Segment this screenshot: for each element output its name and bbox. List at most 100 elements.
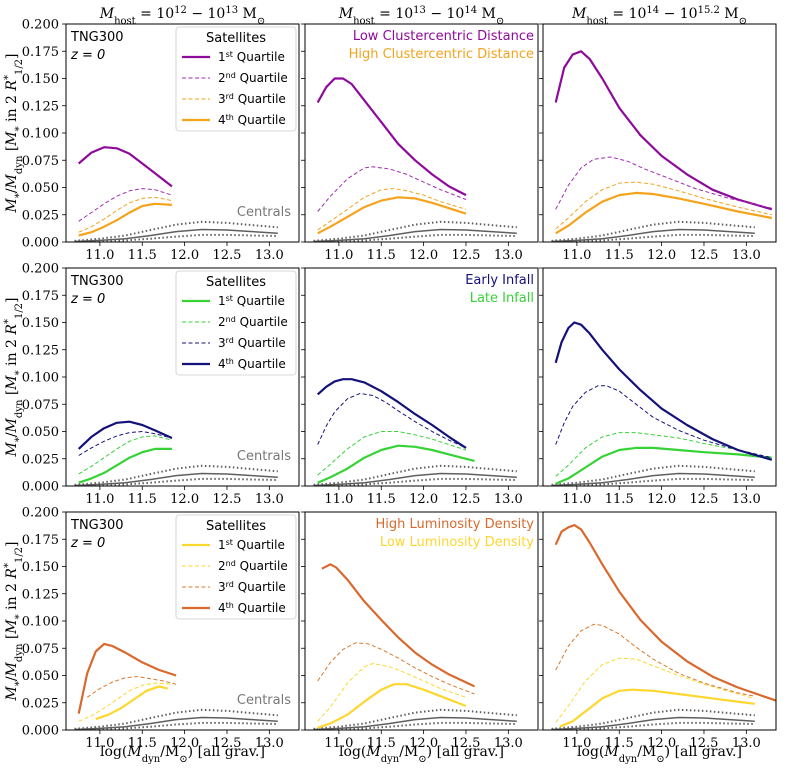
series-line <box>78 447 172 484</box>
x-tick-label: 12.5 <box>452 492 481 507</box>
series-line <box>316 77 467 197</box>
annotation-label: High Luminosity Density <box>376 517 535 532</box>
simulation-label: TNG300 <box>70 30 124 45</box>
panel-frame <box>542 511 777 731</box>
series-line <box>555 181 772 230</box>
annotation-label: Low Luminosity Density <box>380 535 534 550</box>
x-tick-label: 13.0 <box>732 492 761 507</box>
x-tick-label: 12.5 <box>213 736 242 751</box>
panel-frame <box>65 511 300 731</box>
y-tick-label: 0.100 <box>22 127 59 142</box>
y-tick-label: 0.200 <box>22 262 59 277</box>
panel-frame <box>65 23 300 243</box>
centrals-median-line <box>551 472 755 486</box>
x-axis-label: log(Mdyn/M⊙) [all grav.] <box>577 744 742 765</box>
centrals-median-line <box>74 472 278 486</box>
series-line <box>77 420 173 450</box>
x-tick-label: 11.0 <box>85 736 114 751</box>
y-tick-label: 0.125 <box>22 99 59 114</box>
x-tick-label: 12.0 <box>409 492 438 507</box>
annotation-label: Early Infall <box>465 273 534 288</box>
y-tick-label: 0.200 <box>22 18 59 33</box>
series-line <box>317 431 467 476</box>
x-tick-label: 12.5 <box>690 492 719 507</box>
y-tick-label: 0.175 <box>22 533 59 548</box>
x-tick-label: 13.0 <box>255 492 284 507</box>
series-group <box>551 321 773 486</box>
y-axis-label: M*/Mdyn [M* in 2 R*1/2] <box>3 53 25 213</box>
legend-label: 3rd Quartile <box>218 580 286 595</box>
x-tick-label: 13.0 <box>494 492 523 507</box>
legend-label: 4th Quartile <box>218 601 286 616</box>
legend-label: 3rd Quartile <box>218 336 286 351</box>
legend-box <box>175 514 297 620</box>
panel: 0.000 0.025 0.050 0.075 0.100 0.125 0.150 0.175… <box>22 262 300 507</box>
x-tick-label: 11.5 <box>605 736 634 751</box>
x-tick-label: 13.0 <box>732 736 761 751</box>
series-line <box>77 146 173 188</box>
x-tick-label: 11.0 <box>562 248 591 263</box>
panel: 11.0 11.5 12.0 12.5 13.0 <box>539 267 777 507</box>
legend-title: Satellites <box>206 519 266 534</box>
series-line <box>559 688 755 728</box>
y-tick-label: 0.150 <box>22 316 59 331</box>
series-line <box>86 676 177 698</box>
legend-box <box>175 270 297 376</box>
series-line <box>317 642 475 695</box>
series-line <box>316 378 467 449</box>
x-tick-label: 12.0 <box>170 492 199 507</box>
series-line <box>555 432 772 477</box>
series-line <box>317 166 467 212</box>
series-line <box>317 663 467 722</box>
centrals-median-line <box>313 228 517 242</box>
y-tick-label: 0.125 <box>22 343 59 358</box>
series-group <box>313 77 517 242</box>
series-line <box>554 321 773 461</box>
series-line <box>317 196 467 235</box>
x-tick-label: 12.0 <box>647 492 676 507</box>
x-axis-label: log(Mdyn/M⊙) [all grav.] <box>100 744 265 765</box>
y-tick-label: 0.075 <box>22 398 59 413</box>
centrals-median-line <box>551 228 755 242</box>
panel: 0.000 0.025 0.050 0.075 0.100 0.125 0.150 0.175… <box>22 506 300 765</box>
y-tick-label: 0.025 <box>22 696 59 711</box>
y-tick-label: 0.150 <box>22 560 59 575</box>
centrals-median-line <box>74 716 278 730</box>
panel: 11.0 11.5 12.0 12.5 13.0 Low Clustercentric D… <box>301 23 539 263</box>
series-group <box>74 420 278 486</box>
panel: 11.0 11.5 12.0 12.5 13.0 Early Infall Late Inf… <box>301 267 539 507</box>
simulation-label: TNG300 <box>70 518 124 533</box>
y-tick-label: 0.100 <box>22 615 59 630</box>
y-tick-label: 0.000 <box>22 236 59 251</box>
x-axis-label: log(Mdyn/M⊙) [all grav.] <box>339 744 504 765</box>
centrals-median-line <box>551 716 755 730</box>
annotation-label: Late Infall <box>470 291 534 306</box>
x-tick-label: 12.0 <box>170 248 199 263</box>
column-title: Mhost = 1012 − 1013 M⊙ <box>99 5 266 27</box>
series-line <box>554 524 776 702</box>
legend-label: 3rd Quartile <box>218 92 286 107</box>
legend-label: 1st Quartile <box>218 50 285 65</box>
y-tick-label: 0.200 <box>22 506 59 521</box>
legend-box <box>175 26 297 132</box>
panel: 0.000 0.025 0.050 0.075 0.100 0.125 0.150 0.175… <box>22 18 300 263</box>
series-line <box>77 642 177 714</box>
centrals-label: Centrals <box>237 449 291 464</box>
series-line <box>555 191 773 235</box>
y-tick-label: 0.150 <box>22 72 59 87</box>
centrals-median-line <box>313 472 517 486</box>
series-line <box>317 444 475 484</box>
panel-frame <box>542 23 777 243</box>
series-line <box>555 623 755 697</box>
x-tick-label: 13.0 <box>494 248 523 263</box>
y-axis-label: M*/Mdyn [M* in 2 R*1/2] <box>3 297 25 457</box>
x-tick-label: 11.0 <box>324 248 353 263</box>
series-line <box>78 435 173 475</box>
legend-label: 2nd Quartile <box>218 71 288 86</box>
annotation-label: Low Clustercentric Distance <box>353 29 534 44</box>
x-tick-label: 12.5 <box>690 736 719 751</box>
series-group <box>313 378 517 486</box>
legend-label: 4th Quartile <box>218 113 286 128</box>
series-group <box>551 50 773 242</box>
